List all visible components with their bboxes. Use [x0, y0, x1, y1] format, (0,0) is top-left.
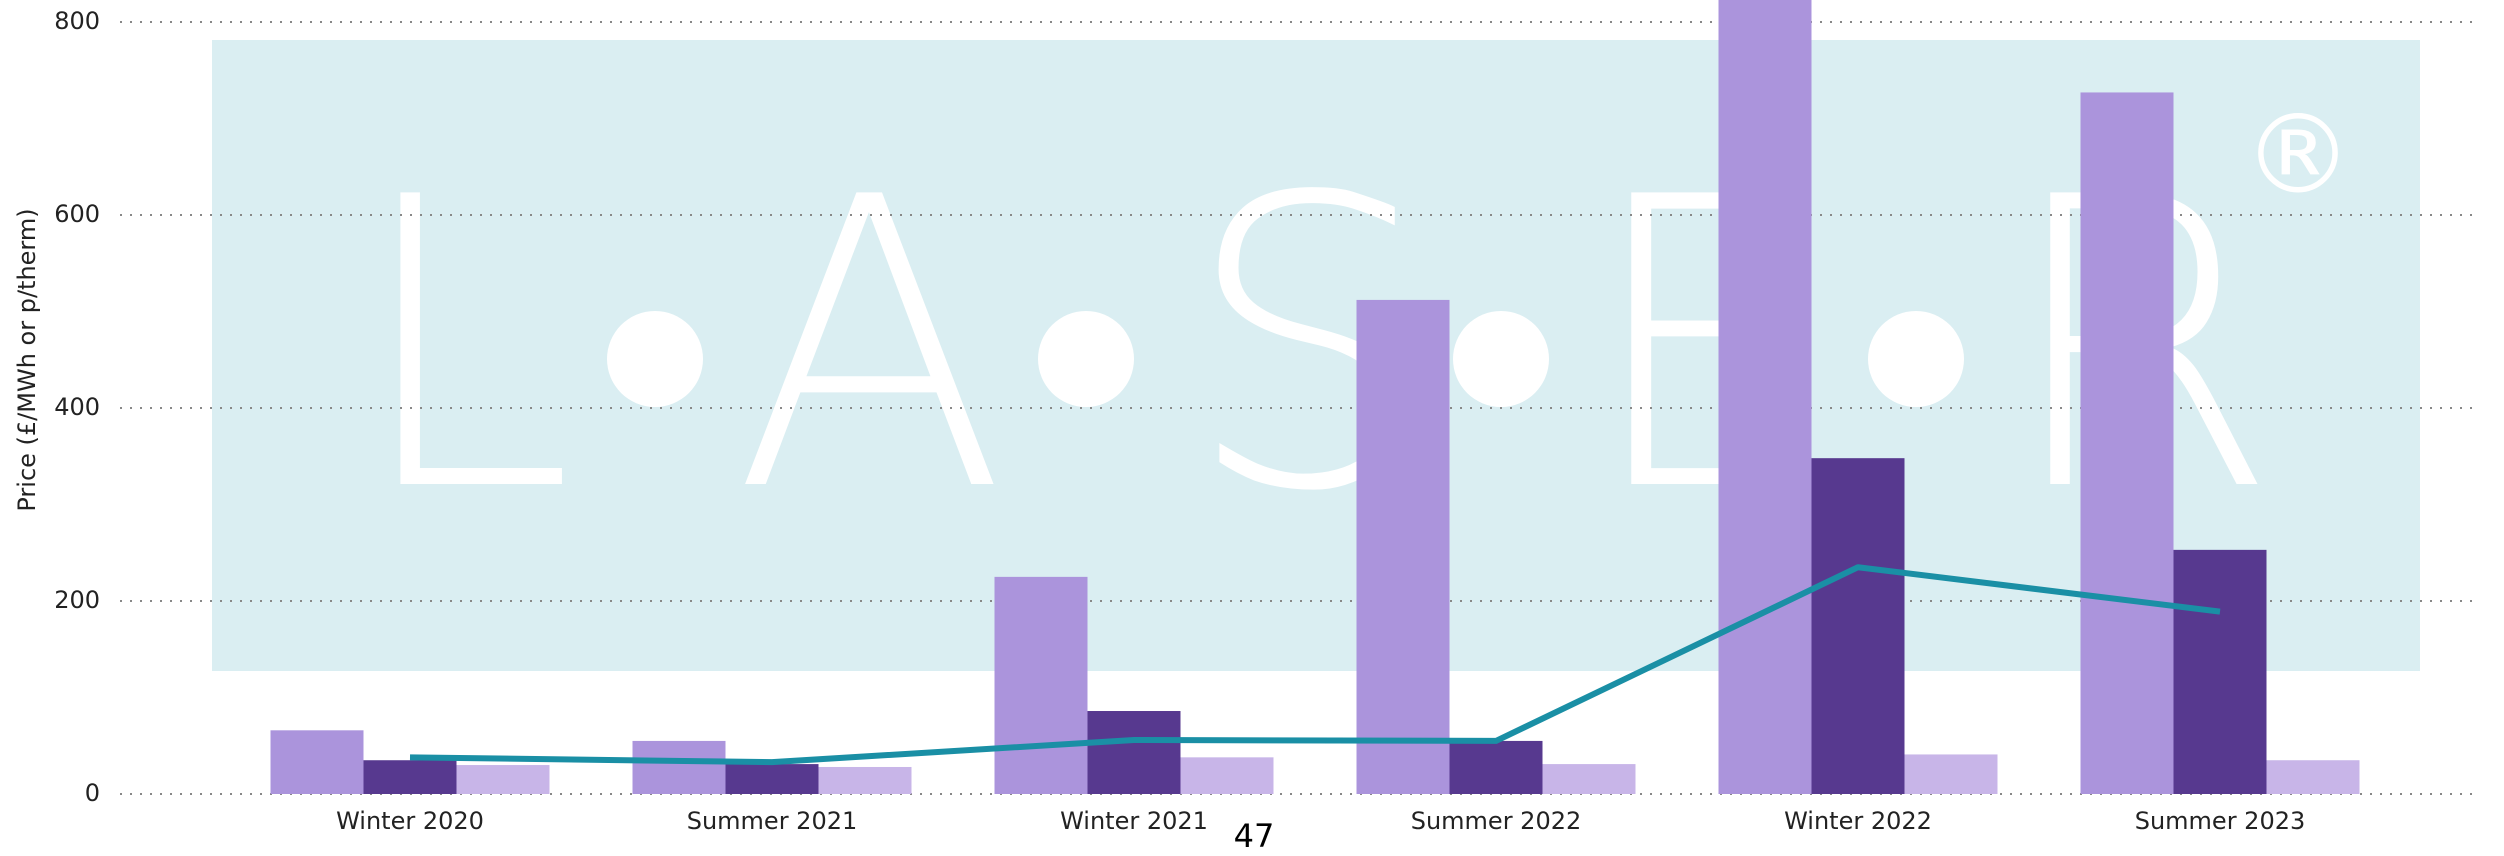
x-tick-label: Winter 2021	[1060, 807, 1208, 835]
watermark-registered: ®	[2243, 90, 2353, 218]
x-tick-label: Winter 2020	[336, 807, 484, 835]
line	[409, 564, 2221, 766]
bar	[1087, 711, 1181, 794]
bar	[1811, 458, 1905, 794]
watermark-dot	[1868, 311, 1964, 407]
x-tick-label: Summer 2022	[1411, 807, 1582, 835]
watermark-dot	[607, 311, 703, 407]
bar	[2080, 92, 2174, 794]
watermark-dot	[1453, 311, 1549, 407]
y-tick-label: 200	[54, 586, 100, 614]
y-tick-label: 600	[54, 200, 100, 228]
watermark-panel	[212, 40, 2420, 671]
watermark-letter: L	[352, 114, 575, 579]
watermark-dot	[1038, 311, 1134, 407]
bar	[363, 760, 457, 794]
bar	[1356, 299, 1450, 794]
x-tick-label: Summer 2023	[2135, 807, 2306, 835]
y-tick-label: 400	[54, 393, 100, 421]
bar	[456, 765, 550, 794]
bar	[1718, 0, 1812, 795]
x-tick-label: Winter 2022	[1784, 807, 1932, 835]
bar	[2266, 760, 2360, 794]
y-axis-label: Price (£/MWh or p/therm)	[13, 208, 41, 511]
bar	[1180, 757, 1274, 794]
x-tick-label: Summer 2021	[687, 807, 858, 835]
page-number: 47	[1234, 817, 1275, 852]
y-tick-label: 0	[85, 779, 100, 807]
bar	[994, 576, 1088, 794]
bar	[818, 766, 912, 794]
bar	[632, 740, 726, 794]
y-tick-label: 800	[54, 7, 100, 35]
bar	[1904, 754, 1998, 794]
bar	[725, 764, 819, 794]
bar	[1542, 764, 1636, 794]
watermark-letter: A	[733, 114, 1007, 579]
bar	[270, 730, 364, 794]
bar	[2173, 549, 2267, 794]
bar	[1449, 740, 1543, 794]
